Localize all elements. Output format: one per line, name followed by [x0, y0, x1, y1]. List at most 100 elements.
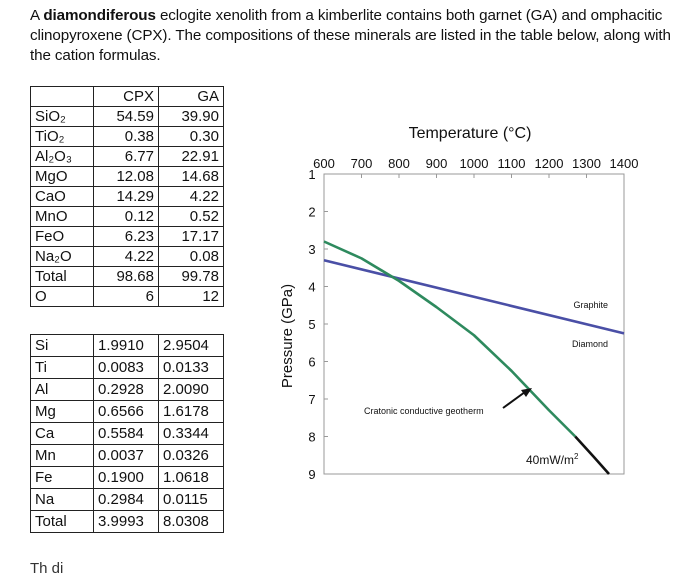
oxide-row-ga: 39.90 — [158, 106, 224, 127]
diamond-label: Diamond — [572, 339, 608, 349]
cation-row-label: Na — [30, 488, 94, 511]
oxide-row-label: Al₂O₃ — [30, 146, 94, 167]
cation-row-label: Fe — [30, 466, 94, 489]
header-cpx: CPX — [93, 86, 159, 107]
cation-row-ga: 0.0133 — [158, 356, 224, 379]
oxide-table-header: CPX GA — [30, 86, 224, 107]
intro-text-end: eclogite xenolith from a kimberlite cont… — [30, 7, 671, 64]
oxide-row-cpx: 6.77 — [93, 146, 159, 167]
oxide-row-cpx: 0.38 — [93, 126, 159, 147]
pt-diagram: Temperature (°C) Pressure (GPa) 600 700 80… — [279, 125, 638, 482]
header-blank — [30, 86, 94, 107]
chart-title: Temperature (°C) — [409, 125, 532, 142]
cation-row-ga: 0.0326 — [158, 444, 224, 467]
x-tick-label: 700 — [351, 156, 373, 171]
oxide-row-ga: 4.22 — [158, 186, 224, 207]
oxide-row-ga: 17.17 — [158, 226, 224, 247]
oxide-row-label: FeO — [30, 226, 94, 247]
y-tick-label: 1 — [308, 167, 315, 182]
cation-row-cpx: 3.9993 — [93, 510, 159, 533]
geotherm-arrow — [502, 388, 532, 409]
oxide-row-label: TiO₂ — [30, 126, 94, 147]
y-tick-label: 3 — [308, 242, 315, 257]
oxide-row: Al₂O₃ 6.77 22.91 — [30, 146, 224, 167]
oxide-row: Total 98.68 99.78 — [30, 266, 224, 287]
series-layer — [323, 240, 625, 475]
cation-row-ga: 1.6178 — [158, 400, 224, 423]
y-tick-label: 2 — [308, 205, 315, 220]
oxide-row-label: Na₂O — [30, 246, 94, 267]
cation-row: Al 0.2928 2.0090 — [30, 378, 224, 401]
cation-row: Total 3.9993 8.0308 — [30, 510, 224, 533]
cation-row-cpx: 0.1900 — [93, 466, 159, 489]
oxide-row-label: MnO — [30, 206, 94, 227]
oxide-row: O 6 12 — [30, 286, 224, 307]
x-tick-label: 1400 — [610, 156, 639, 171]
oxide-row-ga: 22.91 — [158, 146, 224, 167]
geotherm-label: Cratonic conductive geotherm — [364, 406, 484, 416]
oxide-row-cpx: 4.22 — [93, 246, 159, 267]
x-tick-labels: 600 700 800 900 1000 1100 1200 1300 1400 — [313, 156, 638, 178]
graphite-diamond-line — [323, 258, 625, 335]
y-tick-label: 4 — [308, 280, 315, 295]
oxide-row-cpx: 14.29 — [93, 186, 159, 207]
y-tick-label: 5 — [308, 317, 315, 332]
x-tick-label: 600 — [313, 156, 335, 171]
oxide-row-ga: 0.52 — [158, 206, 224, 227]
oxide-row: FeO 6.23 17.17 — [30, 226, 224, 247]
oxide-row-cpx: 54.59 — [93, 106, 159, 127]
y-axis-label: Pressure (GPa) — [279, 284, 296, 388]
y-tick-label: 8 — [308, 430, 315, 445]
x-tick-label: 1100 — [498, 156, 526, 171]
cation-row-label: Total — [30, 510, 94, 533]
cation-row-label: Al — [30, 378, 94, 401]
oxide-row-ga: 99.78 — [158, 266, 224, 287]
cratonic-geotherm-line — [323, 240, 577, 438]
cation-row: Na 0.2984 0.0115 — [30, 488, 224, 511]
cation-row-label: Si — [30, 334, 94, 357]
cation-row: Fe 0.1900 1.0618 — [30, 466, 224, 489]
intro-paragraph: A diamondiferous eclogite xenolith from … — [30, 6, 680, 66]
cation-row: Mn 0.0037 0.0326 — [30, 444, 224, 467]
oxide-row-ga: 14.68 — [158, 166, 224, 187]
cation-row-cpx: 1.9910 — [93, 334, 159, 357]
cation-row-label: Ca — [30, 422, 94, 445]
header-ga: GA — [158, 86, 224, 107]
oxide-row: CaO 14.29 4.22 — [30, 186, 224, 207]
graphite-label: Graphite — [573, 300, 608, 310]
cation-row-cpx: 0.5584 — [93, 422, 159, 445]
oxide-row-ga: 12 — [158, 286, 224, 307]
oxide-row-ga: 0.30 — [158, 126, 224, 147]
oxide-row-label: MgO — [30, 166, 94, 187]
cation-row: Mg 0.6566 1.6178 — [30, 400, 224, 423]
oxide-row-label: O — [30, 286, 94, 307]
heatflow-geotherm-line — [574, 435, 610, 475]
cation-row-cpx: 0.2928 — [93, 378, 159, 401]
plot-frame — [323, 173, 625, 475]
oxide-row-cpx: 0.12 — [93, 206, 159, 227]
cation-row: Si 1.9910 2.9504 — [30, 334, 224, 357]
x-tick-label: 900 — [426, 156, 448, 171]
y-tick-label: 7 — [308, 392, 315, 407]
x-tick-label: 1300 — [572, 156, 601, 171]
cation-row-label: Ti — [30, 356, 94, 379]
cation-row-ga: 0.0115 — [158, 488, 224, 511]
x-tick-label: 1000 — [460, 156, 489, 171]
y-tick-label: 9 — [308, 467, 315, 482]
oxide-composition-table: CPX GA SiO₂ 54.59 39.90 TiO₂ 0.38 0.30 Al₂O₃ 6.… — [30, 86, 224, 307]
oxide-row-label: Total — [30, 266, 94, 287]
cation-row-ga: 2.9504 — [158, 334, 224, 357]
cation-row: Ti 0.0083 0.0133 — [30, 356, 224, 379]
heatflow-label: 40mW/m2 — [526, 452, 579, 467]
cation-row-cpx: 0.0083 — [93, 356, 159, 379]
cation-row-ga: 2.0090 — [158, 378, 224, 401]
oxide-row: MnO 0.12 0.52 — [30, 206, 224, 227]
oxide-row-label: CaO — [30, 186, 94, 207]
oxide-row: Na₂O 4.22 0.08 — [30, 246, 224, 267]
oxide-row-label: SiO₂ — [30, 106, 94, 127]
intro-text-start: A — [30, 7, 44, 24]
cation-row-label: Mn — [30, 444, 94, 467]
cation-row-ga: 8.0308 — [158, 510, 224, 533]
intro-bold-word: diamondiferous — [43, 7, 156, 24]
cation-row-cpx: 0.0037 — [93, 444, 159, 467]
